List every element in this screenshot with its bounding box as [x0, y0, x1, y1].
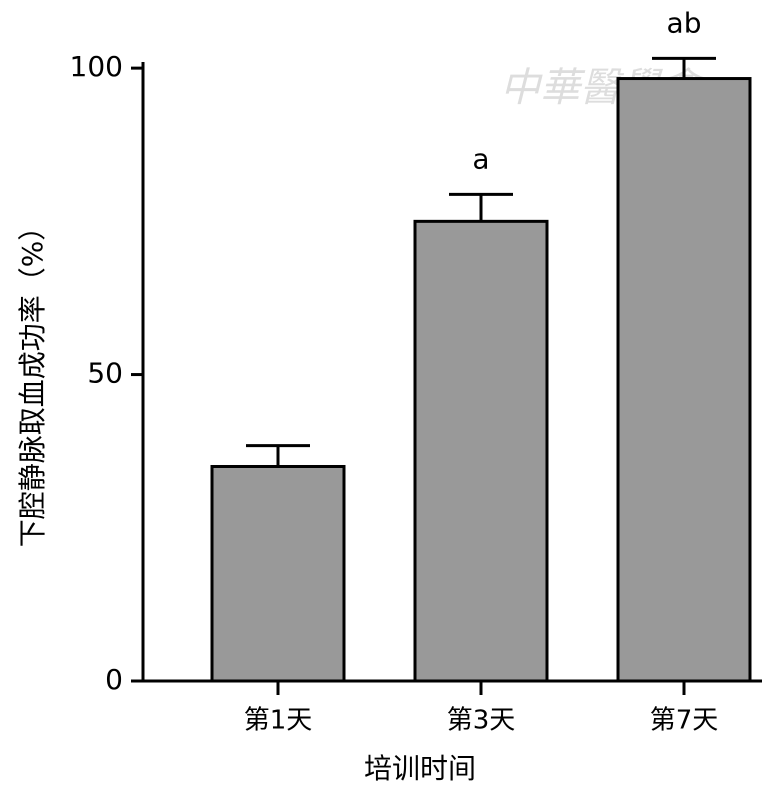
annotation: a [472, 142, 489, 175]
x-tick-label: 第3天 [447, 706, 516, 736]
y-tick-label: 50 [87, 357, 123, 390]
x-tick-label: 第1天 [244, 706, 313, 736]
bar [413, 219, 549, 683]
y-tick-label: 100 [70, 50, 123, 83]
bar [616, 77, 752, 683]
x-axis-title: 培训时间 [364, 752, 476, 785]
x-tick-label: 第7天 [650, 706, 719, 736]
annotation: ab [667, 6, 702, 39]
y-tick-label: 0 [105, 663, 123, 696]
y-axis-title: 下腔静脉取血成功率（%） [16, 213, 49, 548]
bar [210, 464, 346, 683]
